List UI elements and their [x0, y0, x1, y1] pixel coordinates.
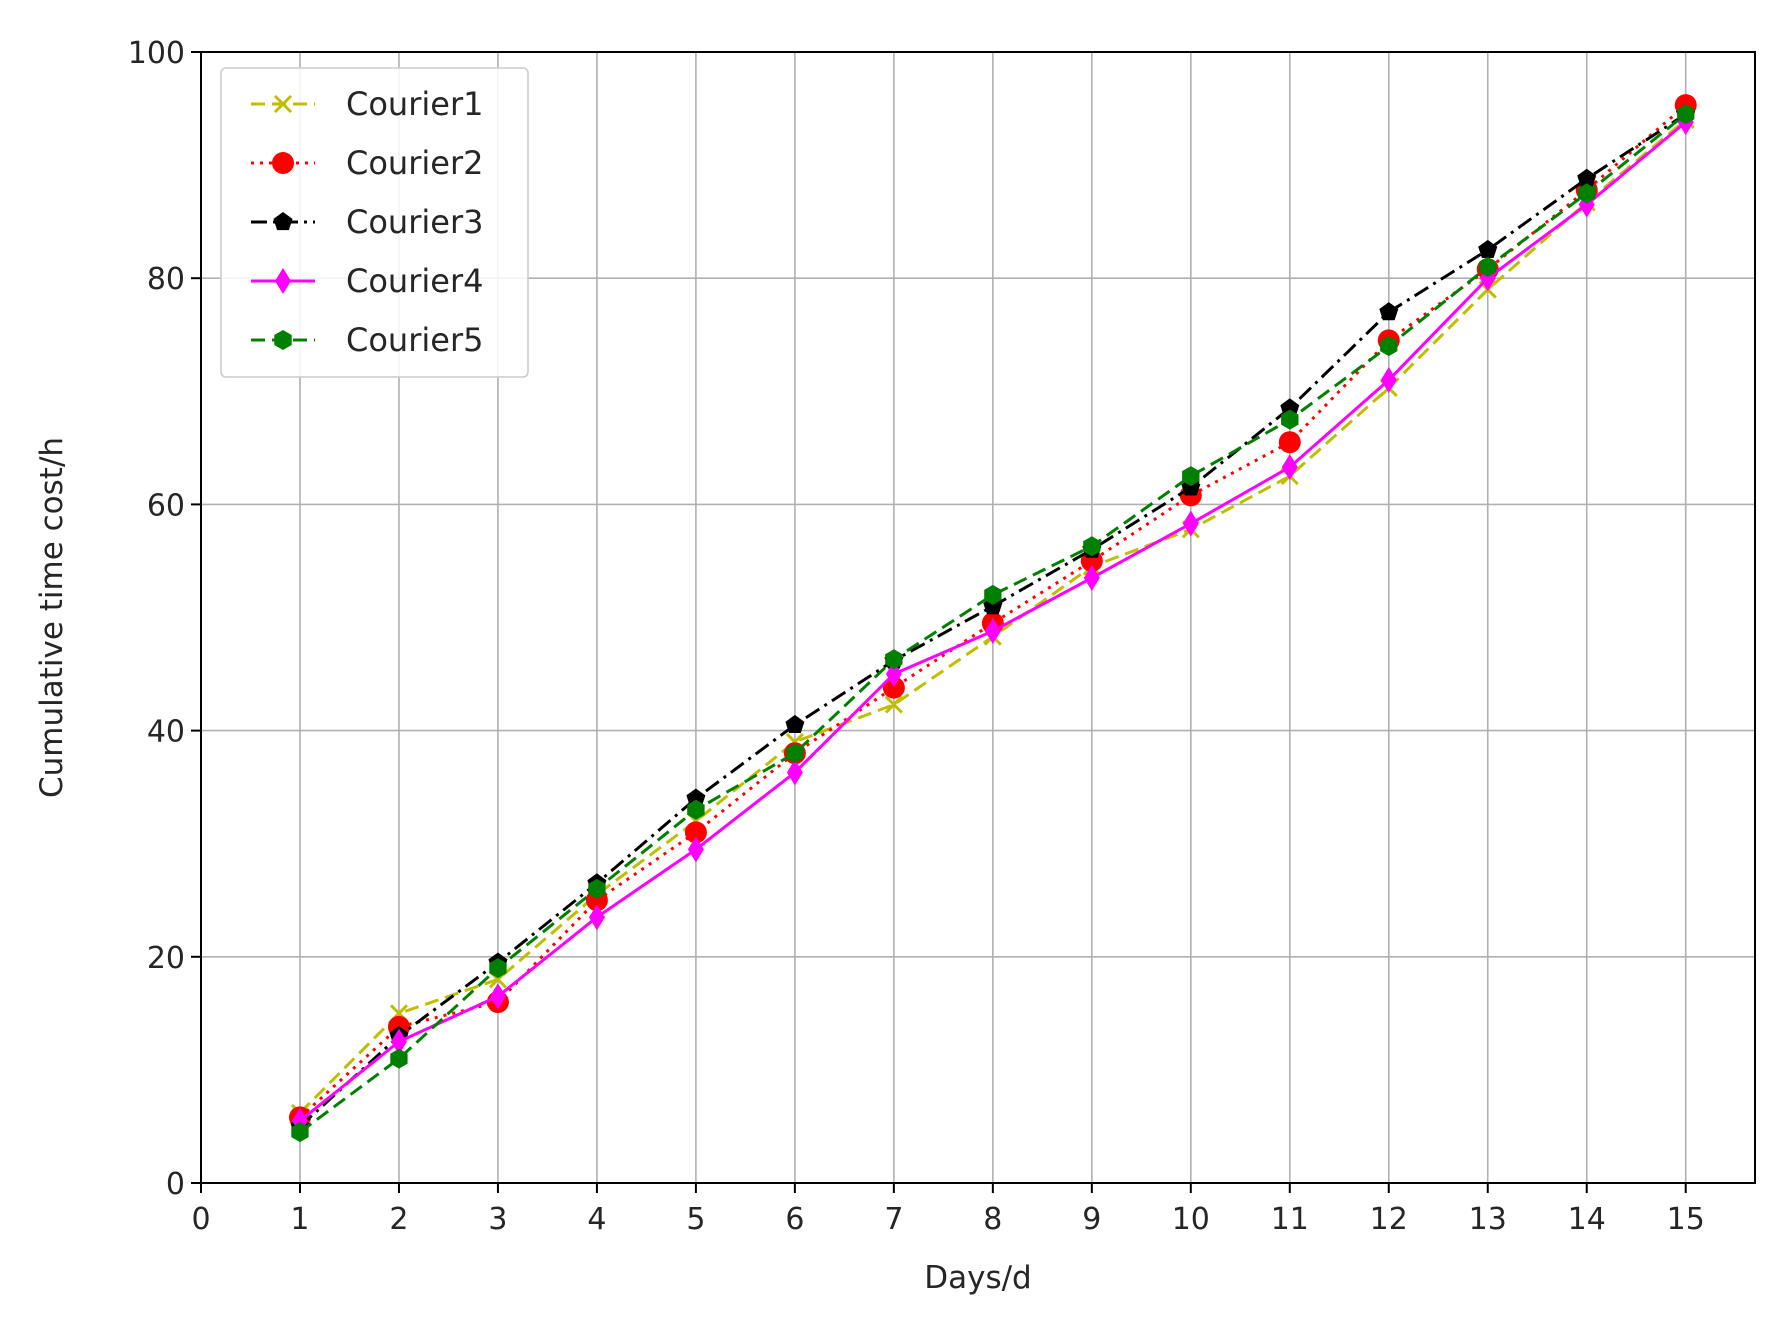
x-axis-label: Days/d — [924, 1260, 1032, 1296]
legend-label: Courier3 — [346, 203, 483, 241]
legend-box — [220, 67, 529, 378]
legend-item: Courier4 — [251, 262, 483, 300]
pentagon-marker — [1280, 398, 1300, 417]
hexagon-marker — [390, 1048, 408, 1069]
x-tick-label: 8 — [983, 1202, 1002, 1237]
diamond-marker — [885, 661, 902, 688]
series-lines — [288, 94, 1697, 1143]
diamond-marker — [786, 759, 803, 786]
hexagon-marker — [1479, 256, 1497, 277]
diamond-marker — [1281, 454, 1298, 481]
pentagon-marker — [686, 788, 706, 807]
y-tick-label: 0 — [166, 1167, 185, 1202]
diamond-marker — [984, 618, 1001, 645]
x-tick-label: 3 — [488, 1202, 507, 1237]
series-courier5 — [291, 104, 1695, 1143]
x-tick-label: 4 — [587, 1202, 606, 1237]
legend-item: Courier5 — [251, 321, 483, 359]
x-tick-label: 15 — [1667, 1202, 1705, 1237]
hexagon-marker — [885, 649, 903, 670]
hexagon-marker — [984, 584, 1002, 605]
hexagon-marker — [588, 878, 606, 899]
hexagon-marker — [1578, 183, 1596, 204]
x-tick-label: 14 — [1568, 1202, 1606, 1237]
legend-label: Courier5 — [346, 321, 483, 359]
x-tick-label: 1 — [290, 1202, 309, 1237]
legend-item: Courier2 — [251, 144, 483, 182]
legend-label: Courier4 — [346, 262, 483, 300]
x-tick-label: 5 — [686, 1202, 705, 1237]
y-tick-label: 80 — [147, 262, 185, 297]
hexagon-marker — [291, 1122, 309, 1143]
hexagon-marker — [1182, 466, 1200, 487]
hexagon-marker — [1677, 104, 1695, 125]
hexagon-marker — [1380, 336, 1398, 357]
legend-item: Courier1 — [251, 85, 483, 123]
diamond-marker — [275, 268, 291, 294]
x-tick-label: 11 — [1271, 1202, 1309, 1237]
x-tick-label: 9 — [1082, 1202, 1101, 1237]
x-tick-label: 0 — [191, 1202, 210, 1237]
diamond-marker — [390, 1028, 407, 1055]
diamond-marker — [489, 983, 506, 1010]
hexagon-marker — [274, 330, 292, 350]
x-marker — [273, 94, 293, 114]
x-tick-label: 12 — [1370, 1202, 1408, 1237]
hexagon-marker — [1281, 409, 1299, 430]
circle-marker — [684, 821, 707, 844]
diamond-marker — [588, 904, 605, 931]
pentagon-marker — [785, 714, 805, 733]
y-tick-label: 100 — [128, 36, 185, 71]
hexagon-marker — [489, 958, 507, 979]
circle-marker — [882, 676, 905, 699]
y-tick-label: 60 — [147, 488, 185, 523]
diamond-marker — [1182, 510, 1199, 537]
x-tick-label: 2 — [389, 1202, 408, 1237]
hexagon-marker — [786, 743, 804, 764]
x-tick-label: 10 — [1172, 1202, 1210, 1237]
y-tick-label: 20 — [147, 941, 185, 976]
circle-marker — [272, 152, 294, 174]
y-axis-label: Cumulative time cost/h — [34, 437, 70, 798]
x-marker — [884, 695, 903, 714]
legend-item: Courier3 — [251, 203, 483, 241]
x-tick-label: 6 — [785, 1202, 804, 1237]
pentagon-marker — [1577, 168, 1597, 187]
pentagon-marker — [1379, 302, 1399, 321]
pentagon-marker — [1478, 239, 1498, 258]
y-tick-label: 40 — [147, 715, 185, 750]
x-tick-label: 7 — [884, 1202, 903, 1237]
plot-frame — [200, 51, 1756, 1184]
legend: Courier1 Courier2 Courier3 Courier4 Courier5 — [220, 67, 529, 378]
x-tick-label: 13 — [1469, 1202, 1507, 1237]
hexagon-marker — [1083, 536, 1101, 557]
legend-label: Courier2 — [346, 144, 483, 182]
diamond-marker — [1083, 564, 1100, 591]
series-line — [299, 113, 1687, 1134]
diamond-marker — [1380, 366, 1397, 393]
hexagon-marker — [687, 799, 705, 820]
circle-marker — [1278, 431, 1301, 454]
diamond-marker — [687, 836, 704, 863]
pentagon-marker — [273, 212, 293, 231]
legend-label: Courier1 — [346, 85, 483, 123]
